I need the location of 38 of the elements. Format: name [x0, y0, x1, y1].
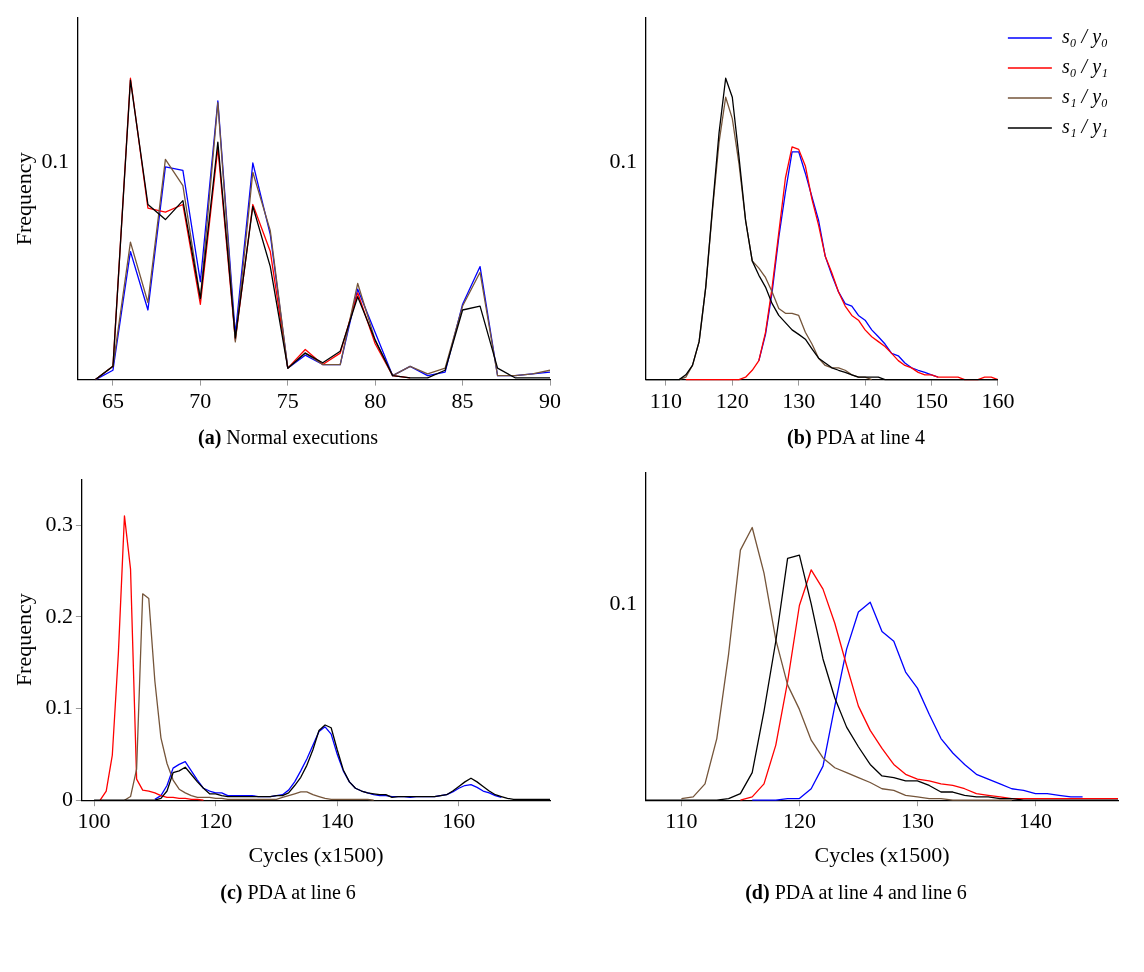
x-tick-label: 100	[77, 808, 111, 834]
legend-label: s₁ / y₁	[1061, 115, 1108, 139]
legend-label: s₀ / y₀	[1061, 25, 1109, 49]
x-tick-label: 130	[782, 387, 816, 413]
x-axis-title: Cycles (x1500)	[814, 841, 950, 867]
x-tick-label: 75	[276, 387, 299, 413]
x-tick-label: 140	[1018, 808, 1052, 834]
y-tick-label: 0.1	[45, 694, 73, 720]
x-tick-label: 120	[715, 387, 749, 413]
x-tick-label: 120	[199, 808, 233, 834]
x-tick-label: 85	[451, 387, 474, 413]
x-tick-label: 140	[848, 387, 882, 413]
text: (c) PDA at line 6	[220, 881, 356, 903]
text: (a) Normal executions	[198, 426, 378, 448]
x-tick-label: 90	[539, 387, 561, 413]
x-tick-label: 150	[914, 387, 948, 413]
y-tick-label: 0.3	[45, 510, 73, 536]
x-tick-label: 65	[101, 387, 124, 413]
text: (d) PDA at line 4 and line 6	[745, 881, 967, 903]
text: 0.1	[609, 148, 637, 174]
y-tick-label: 0	[61, 785, 73, 811]
x-tick-label: 160	[981, 387, 1015, 413]
x-tick-label: 110	[649, 387, 683, 413]
y-axis-title: Frequency	[10, 152, 36, 246]
x-tick-label: 140	[320, 808, 354, 834]
text: 0.1	[609, 589, 637, 615]
legend-label: s₀ / y₁	[1061, 55, 1108, 79]
x-axis-title: Cycles (x1500)	[248, 841, 384, 867]
y-axis-title: Frequency	[10, 593, 36, 687]
text: (b) PDA at line 4	[787, 426, 925, 448]
x-tick-label: 130	[900, 808, 934, 834]
x-tick-label: 120	[782, 808, 816, 834]
x-tick-label: 160	[442, 808, 476, 834]
legend-label: s₁ / y₀	[1061, 85, 1109, 109]
x-tick-label: 70	[189, 387, 212, 413]
x-tick-label: 80	[364, 387, 387, 413]
x-tick-label: 110	[665, 808, 698, 834]
y-tick-label: 0.2	[45, 602, 73, 628]
